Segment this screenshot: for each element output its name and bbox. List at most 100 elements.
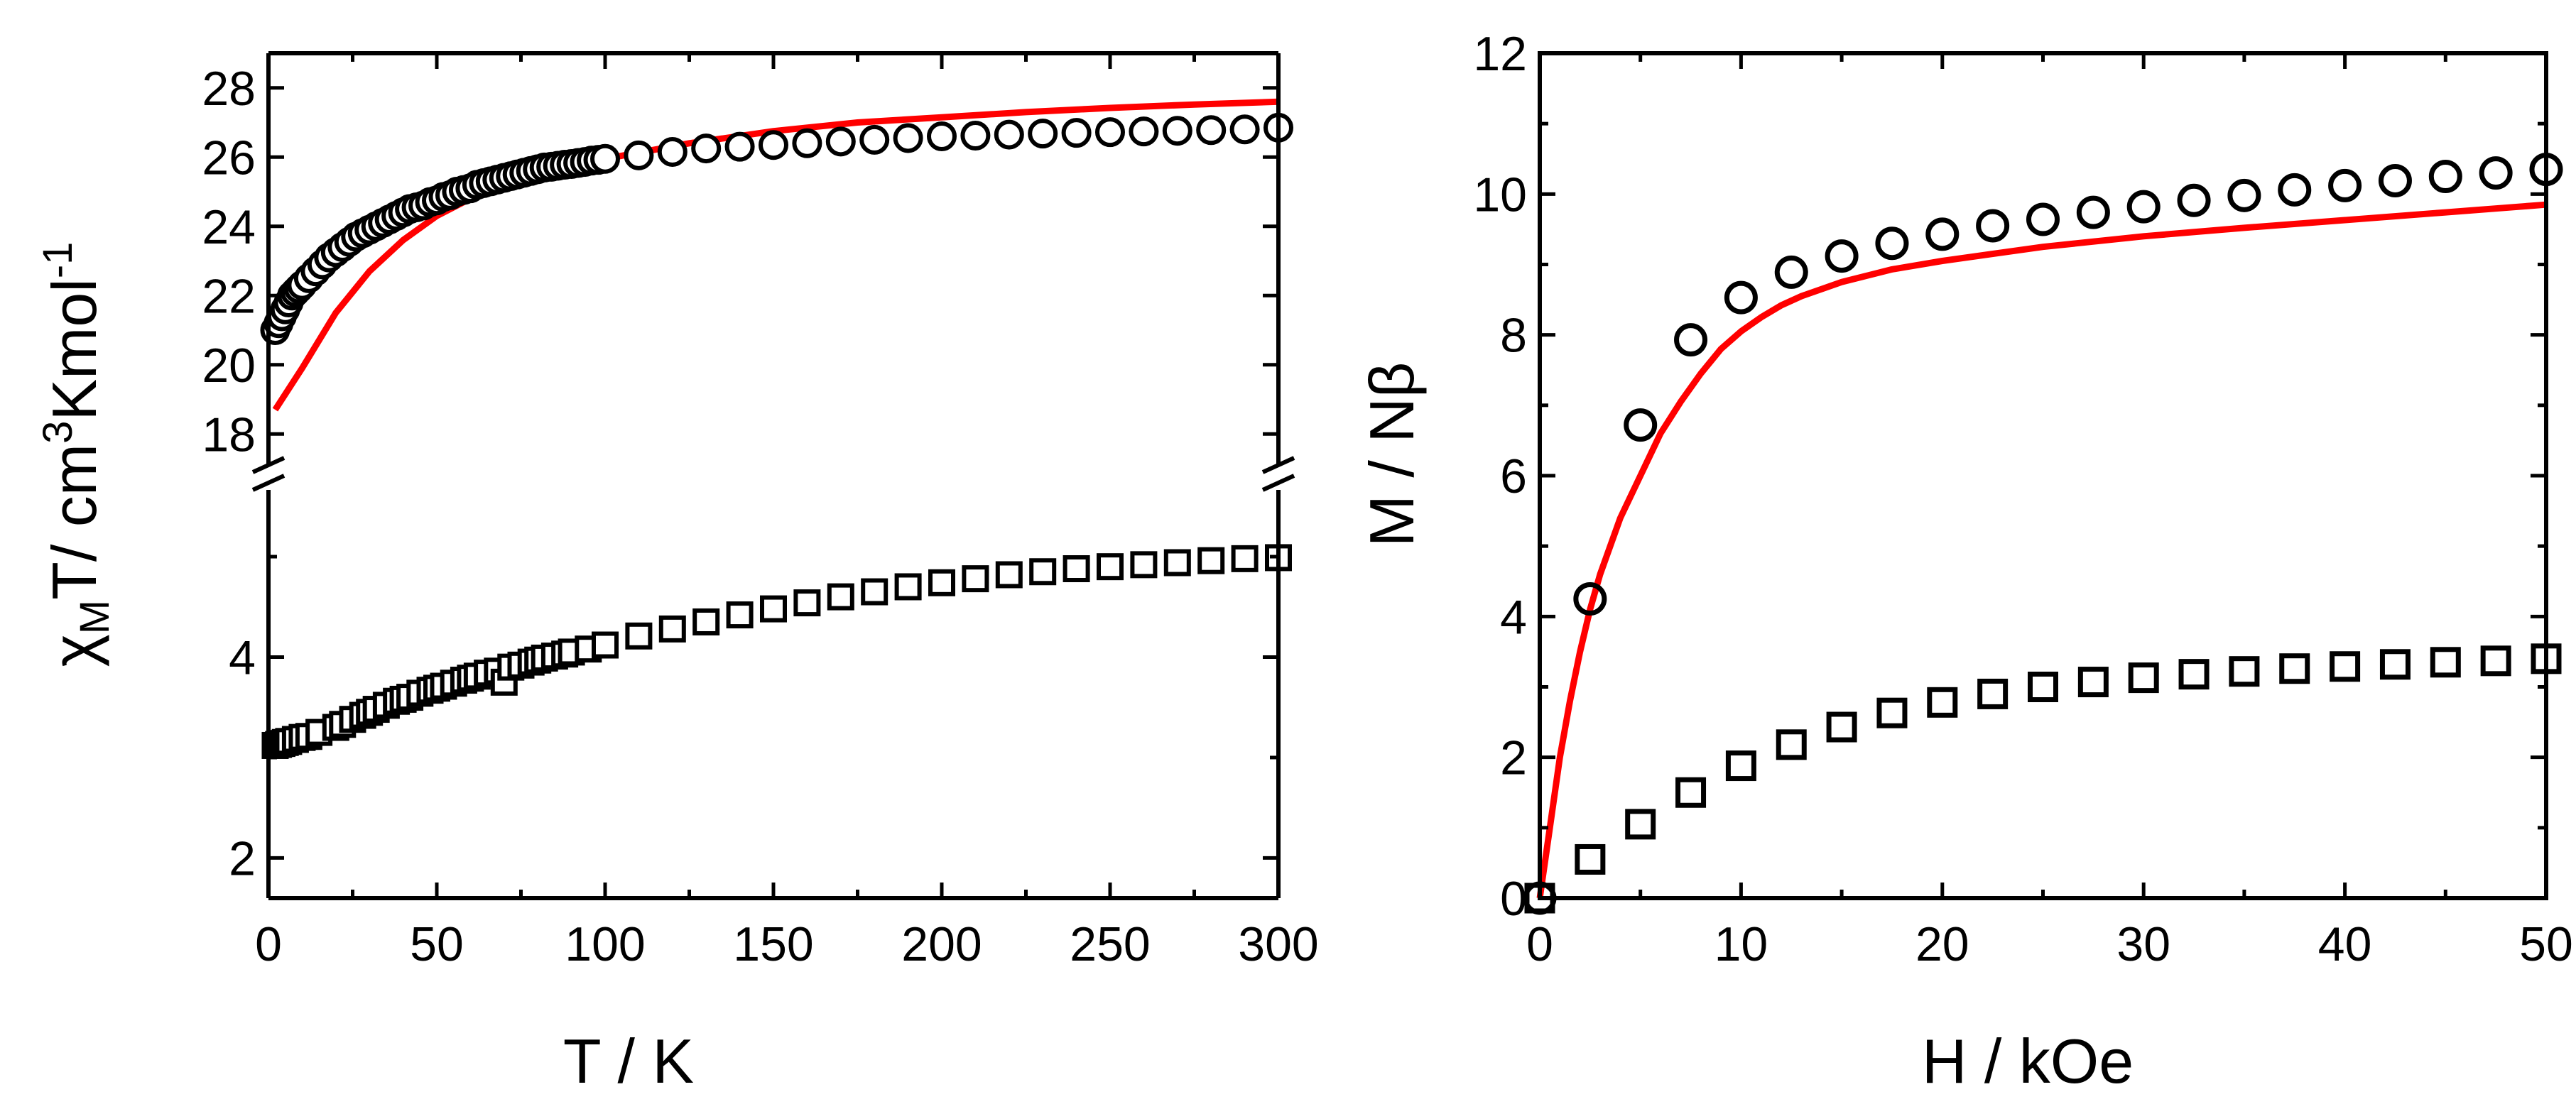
right-y-tick-label: 0 [1500, 872, 1527, 926]
left-circle-point [1028, 119, 1058, 149]
right-square-point [2480, 645, 2511, 677]
left-x-axis-title: T / K [563, 1026, 694, 1096]
right-square-point [1725, 750, 1756, 782]
left-square-point [1163, 549, 1191, 577]
left-circle-point [691, 133, 722, 164]
right-square-point [2229, 656, 2260, 687]
left-square-point [793, 589, 821, 617]
right-square-point [2279, 653, 2310, 684]
left-square-point [760, 595, 787, 623]
left-square-point [658, 615, 686, 643]
left-square-point [894, 573, 922, 601]
right-y-tick-label: 12 [1473, 27, 1527, 81]
right-fit-layer [1536, 201, 2547, 899]
right-axes-layer: 0 10 20 30 40 50 0 2 4 6 8 10 12 [1473, 27, 2572, 971]
right-circle-point [2227, 178, 2261, 212]
left-lower-y-tick-label: 2 [229, 831, 256, 885]
left-circle-point [1196, 115, 1227, 146]
left-circle-point [657, 136, 688, 167]
left-circle-point [859, 124, 890, 155]
right-square-point [2077, 667, 2109, 698]
right-circle-point [1724, 280, 1758, 315]
left-square-point [827, 583, 854, 611]
left-square-point [861, 578, 888, 606]
y-title-tail: Kmol [39, 278, 109, 421]
left-circle-point [1061, 118, 1092, 148]
left-square-point [962, 565, 989, 593]
axis-break-mark [251, 474, 286, 492]
right-circle-point [1875, 226, 1909, 261]
left-circle-point [927, 121, 957, 151]
y-title-sup: 3 [35, 421, 81, 444]
right-circle-point [2177, 183, 2211, 217]
right-square-point [1876, 697, 1908, 728]
left-y-axis-title: χMT/ cm3Kmol-1 [35, 242, 118, 667]
left-upper-y-tick-label: 22 [202, 269, 256, 323]
left-square-point [592, 631, 619, 659]
left-circle-point [759, 130, 788, 160]
right-x-tick-label: 40 [2318, 917, 2372, 971]
left-lower-y-tick-label: 4 [229, 630, 256, 684]
right-circle-point [1976, 209, 2010, 243]
left-x-tick-label: 250 [1070, 917, 1150, 971]
right-square-point [2430, 647, 2461, 678]
left-square-point [692, 608, 720, 635]
right-circle-point [1573, 582, 1607, 616]
left-x-tick-label: 0 [255, 917, 282, 971]
right-square-point [1927, 687, 1958, 718]
right-circle-point [2378, 163, 2412, 197]
left-upper-y-tick-label: 24 [202, 200, 256, 254]
left-square-point [1063, 555, 1090, 582]
left-circle-point [724, 131, 755, 162]
left-circle-point [590, 143, 620, 174]
left-x-tick-label: 200 [901, 917, 982, 971]
left-square-point [625, 622, 653, 650]
right-square-point [2330, 651, 2361, 682]
left-upper-y-tick-label: 28 [202, 62, 256, 116]
left-square-point [995, 561, 1023, 589]
right-y-tick-label: 2 [1500, 731, 1527, 785]
axis-break-mark [1261, 474, 1295, 492]
right-square-point [1826, 711, 1857, 743]
right-circle-point [2076, 195, 2110, 229]
right-y-tick-label: 6 [1500, 449, 1527, 503]
left-square-point [1097, 553, 1124, 581]
left-circle-point [1162, 116, 1192, 146]
right-square-point [1575, 843, 1606, 875]
axis-break-mark [1261, 456, 1295, 474]
left-circle-point [792, 128, 822, 158]
left-upper-y-tick-label: 26 [202, 131, 256, 185]
y-title-chi: χ [39, 634, 109, 667]
right-x-tick-label: 50 [2519, 917, 2573, 971]
right-x-tick-label: 10 [1714, 917, 1768, 971]
right-circle-point [2328, 168, 2362, 202]
left-circle-point [893, 123, 923, 153]
left-upper-y-tick-label: 18 [202, 408, 256, 461]
left-square-point [1231, 545, 1259, 572]
left-square-point [726, 601, 754, 629]
right-circle-point [2278, 173, 2312, 207]
axis-break-mark [251, 456, 286, 474]
left-x-tick-label: 100 [565, 917, 645, 971]
right-fit-line [1536, 201, 2547, 899]
right-circle-point [1925, 217, 1960, 251]
right-square-point [1625, 809, 1656, 840]
right-circle-point [1774, 255, 1808, 289]
right-chart-panel: 0 10 20 30 40 50 0 2 4 6 8 10 12 H / kOe M / Nβ [1357, 27, 2573, 1096]
right-circle-point [1674, 323, 1708, 357]
left-square-point [928, 569, 955, 596]
right-marks-layer [1523, 153, 2563, 915]
right-circle-point [2026, 202, 2060, 236]
right-x-tick-label: 0 [1526, 917, 1553, 971]
left-circle-point [994, 119, 1024, 150]
left-circle-point [624, 140, 654, 170]
left-circle-point [1129, 116, 1159, 147]
left-circle-point [1229, 114, 1260, 145]
right-circle-point [2479, 156, 2513, 190]
right-y-tick-label: 10 [1473, 168, 1527, 222]
left-upper-y-tick-label: 20 [202, 339, 256, 393]
left-square-point [1029, 558, 1057, 586]
